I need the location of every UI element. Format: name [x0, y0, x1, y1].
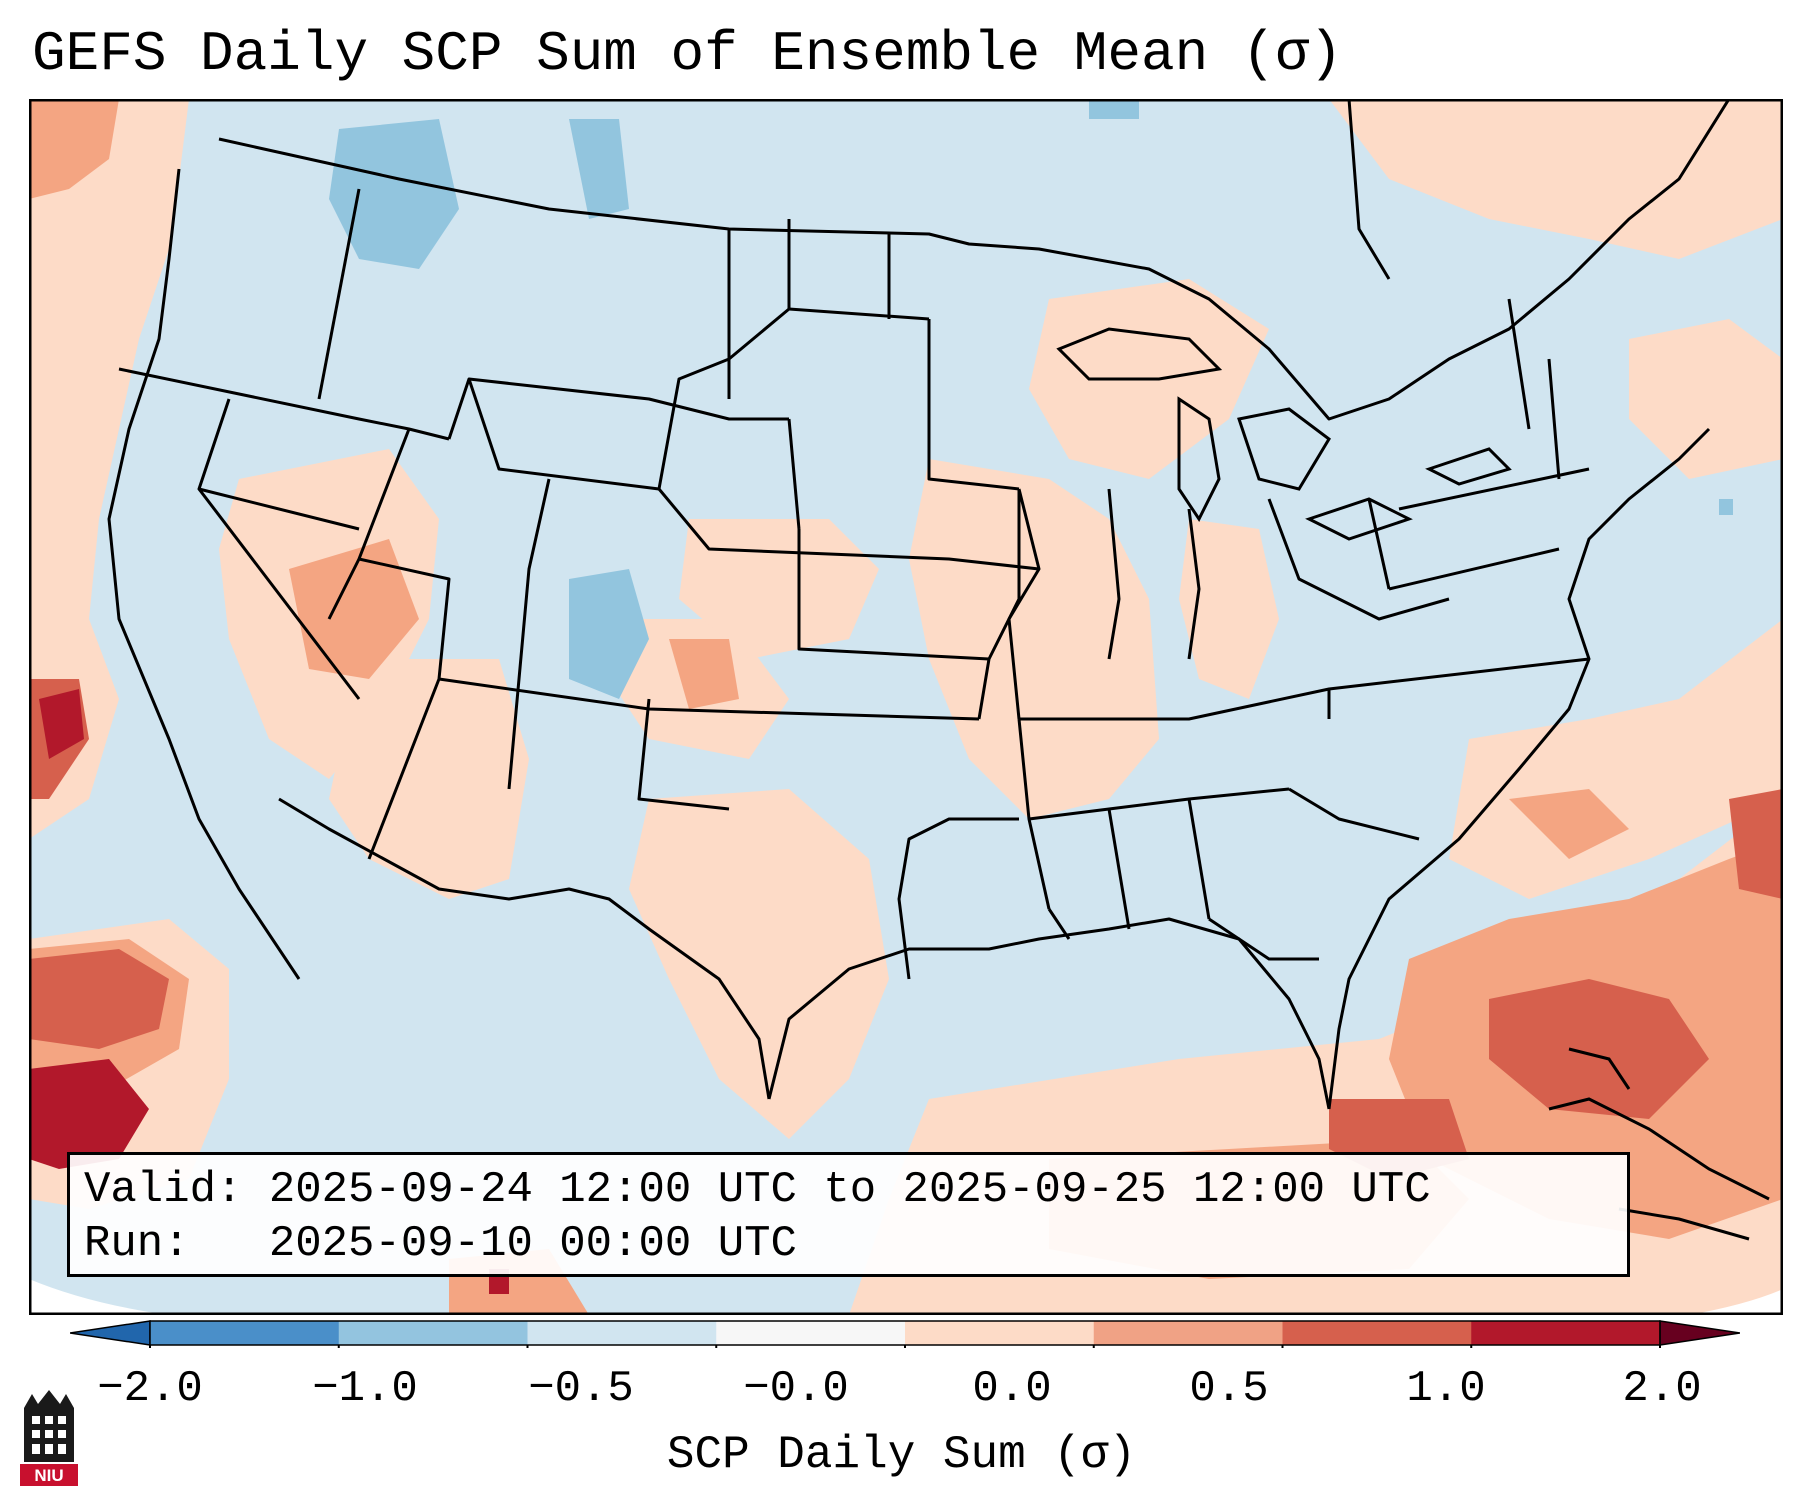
tick-label: −2.0 [97, 1364, 203, 1414]
colorbar-extend-low [70, 1320, 151, 1346]
colorbar-segment [1471, 1321, 1661, 1345]
tick-label: −1.0 [312, 1364, 418, 1414]
colorbar-segment [905, 1321, 1095, 1345]
great-lakes [1056, 327, 1512, 541]
tick-label: −0.5 [528, 1364, 634, 1414]
colorbar-segment [716, 1321, 906, 1345]
projection-edge-right [1689, 1289, 1783, 1315]
tick-label: 0.0 [972, 1364, 1052, 1414]
colorbar-segment [338, 1321, 528, 1345]
colorbar-label: SCP Daily Sum (σ) [666, 1429, 1137, 1481]
colorbar-extend-high [1659, 1320, 1740, 1346]
colorbar-segment [150, 1321, 340, 1345]
scp-map [29, 99, 1783, 1315]
caribbean-islands [1548, 1047, 1770, 1241]
run-line: Run: 2025-09-10 00:00 UTC [84, 1219, 797, 1269]
very-strong-positive-areas [29, 689, 509, 1294]
niu-logo-icon: NIU [20, 1390, 78, 1486]
tick-label: −0.0 [743, 1364, 849, 1414]
tick-label: 2.0 [1622, 1364, 1702, 1414]
colorbar [70, 1320, 1740, 1348]
map-title: GEFS Daily SCP Sum of Ensemble Mean (σ) [32, 22, 1343, 86]
valid-line: Valid: 2025-09-24 12:00 UTC to 2025-09-2… [84, 1165, 1431, 1215]
map-frame [29, 99, 1783, 1315]
tick-label: 1.0 [1406, 1364, 1486, 1414]
colorbar-segment [1282, 1321, 1472, 1345]
colorbar-segment [1093, 1321, 1283, 1345]
negative-anomaly-areas [329, 99, 1733, 699]
political-borders [107, 99, 1731, 1110]
valid-time-box: Valid: 2025-09-24 12:00 UTC to 2025-09-2… [67, 1152, 1630, 1277]
colorbar-segment [527, 1321, 717, 1345]
tick-label: 0.5 [1189, 1364, 1269, 1414]
logo-text: NIU [34, 1466, 63, 1485]
projection-edge-left [29, 1279, 169, 1315]
